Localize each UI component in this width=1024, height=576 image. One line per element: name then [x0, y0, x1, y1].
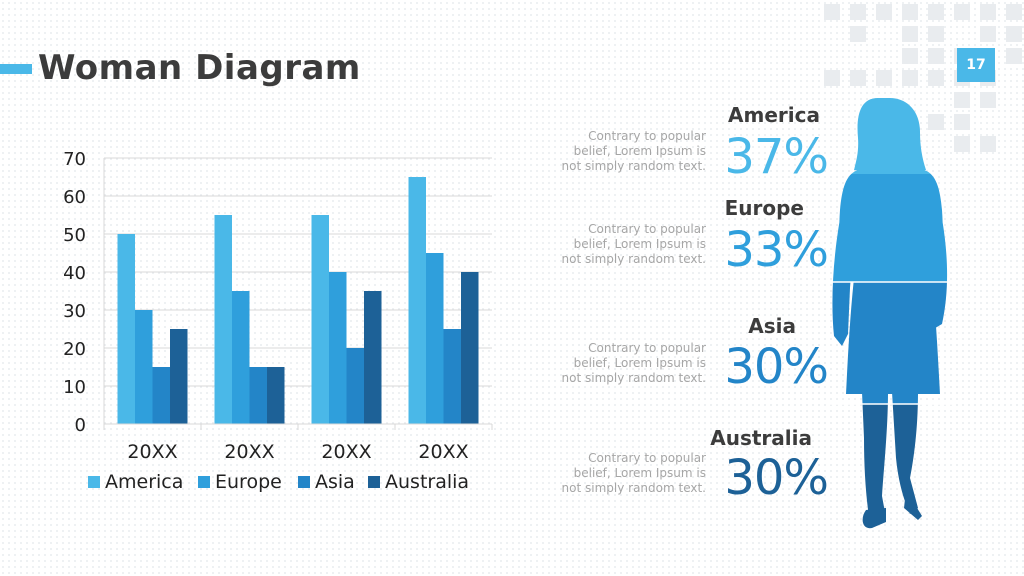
x-tick-label: 20XX	[321, 441, 371, 463]
decorative-square	[850, 4, 866, 20]
decorative-square	[928, 26, 944, 42]
decorative-square	[954, 4, 970, 20]
legend-swatch	[368, 476, 380, 488]
decorative-square	[902, 70, 918, 86]
legend-label: Australia	[385, 471, 469, 493]
legend-swatch	[298, 476, 310, 488]
bar	[346, 348, 364, 424]
decorative-square	[902, 48, 918, 64]
decorative-square	[954, 92, 970, 108]
y-tick-label: 50	[63, 225, 86, 246]
decorative-square	[850, 26, 866, 42]
bar	[461, 272, 479, 424]
y-tick-label: 10	[63, 377, 86, 398]
y-tick-label: 0	[75, 415, 86, 436]
decorative-square	[928, 70, 944, 86]
legend-swatch	[88, 476, 100, 488]
stat-region: Australia	[710, 426, 812, 450]
title-accent-bar	[0, 64, 32, 74]
decorative-square	[902, 26, 918, 42]
legend-swatch	[198, 476, 210, 488]
x-tick-label: 20XX	[224, 441, 274, 463]
y-tick-label: 20	[63, 339, 86, 360]
bar	[408, 177, 426, 424]
bar	[117, 234, 135, 424]
y-tick-label: 60	[63, 187, 86, 208]
bar	[152, 367, 170, 424]
bar	[443, 329, 461, 424]
decorative-square	[850, 70, 866, 86]
stat-percent: 37%	[724, 129, 829, 185]
y-tick-label: 70	[63, 149, 86, 170]
decorative-square	[876, 4, 892, 20]
page-number-badge: 17	[957, 48, 995, 82]
bar	[311, 215, 329, 424]
stat-region: Asia	[748, 314, 796, 338]
stat-region: Europe	[724, 196, 804, 220]
decorative-square	[928, 48, 944, 64]
slide-title-text: Woman Diagram	[38, 48, 361, 88]
bar	[232, 291, 250, 424]
stat-percent: 30%	[724, 339, 829, 395]
bar	[170, 329, 188, 424]
decorative-square	[954, 136, 970, 152]
decorative-square	[876, 70, 892, 86]
legend-label: America	[105, 471, 183, 493]
bar-chart: 0 10 20 30 40 50 60 70 20XX 20XX 20XX 20XX America Eu…	[63, 149, 493, 493]
decorative-square	[980, 136, 996, 152]
x-tick-label: 20XX	[127, 441, 177, 463]
decorative-square	[824, 4, 840, 20]
slide-title: Woman Diagram	[38, 48, 361, 88]
bar	[249, 367, 267, 424]
legend-label: Europe	[215, 471, 282, 493]
decorative-square	[928, 4, 944, 20]
legend-label: Asia	[315, 471, 355, 493]
stat-description: Contrary to popular belief, Lorem Ipsum …	[561, 451, 706, 495]
y-tick-label: 30	[63, 301, 86, 322]
page-number: 17	[966, 57, 986, 73]
decorative-square	[980, 92, 996, 108]
x-tick-label: 20XX	[418, 441, 468, 463]
bar	[135, 310, 153, 424]
bar	[214, 215, 232, 424]
stat-description: Contrary to popular belief, Lorem Ipsum …	[561, 341, 706, 385]
y-tick-label: 40	[63, 263, 86, 284]
decorative-square	[980, 26, 996, 42]
decorative-square	[928, 114, 944, 130]
bar	[364, 291, 382, 424]
stat-description: Contrary to popular belief, Lorem Ipsum …	[561, 222, 706, 266]
bar	[267, 367, 285, 424]
stat-region: America	[728, 103, 820, 127]
decorative-square	[1006, 4, 1022, 20]
stat-percent: 33%	[724, 222, 829, 278]
decorative-square	[1006, 48, 1022, 64]
decorative-square	[980, 4, 996, 20]
stat-percent: 30%	[724, 450, 829, 506]
bar	[426, 253, 444, 424]
decorative-square	[824, 70, 840, 86]
woman-silhouette-icon	[826, 98, 956, 529]
decorative-square	[954, 114, 970, 130]
decorative-square	[902, 4, 918, 20]
bar	[329, 272, 347, 424]
decorative-square	[1006, 26, 1022, 42]
stat-description: Contrary to popular belief, Lorem Ipsum …	[561, 129, 706, 173]
